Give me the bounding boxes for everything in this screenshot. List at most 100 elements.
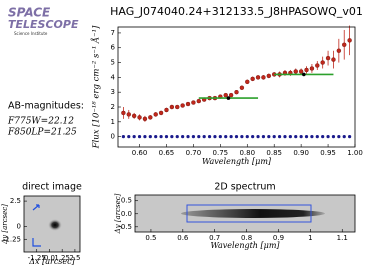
data-point xyxy=(256,135,260,139)
y-tick-label: -0.5 xyxy=(118,223,132,231)
data-point xyxy=(213,135,217,139)
data-point xyxy=(191,135,196,139)
data-point xyxy=(132,135,136,139)
data-point xyxy=(294,135,298,139)
y-tick-label: 6 xyxy=(111,44,116,52)
data-point xyxy=(299,135,303,139)
data-point xyxy=(336,48,342,53)
data-point xyxy=(196,98,201,104)
data-point xyxy=(121,110,126,116)
x-tick-label: 2.5 xyxy=(69,254,80,262)
photometry-title: AB-magnitudes: xyxy=(8,101,84,112)
data-point xyxy=(240,135,244,139)
data-point xyxy=(202,135,206,139)
x-tick-label: 0.0 xyxy=(44,254,55,262)
data-point xyxy=(148,135,152,139)
data-point xyxy=(342,42,347,47)
data-point xyxy=(310,135,314,139)
data-point xyxy=(283,135,287,139)
photometry-entry: F775W=22.12 xyxy=(7,117,74,127)
y-tick-label: 2 xyxy=(111,103,115,111)
data-point xyxy=(229,135,233,139)
data-point xyxy=(239,85,245,90)
y-tick-label: 1 xyxy=(111,118,115,126)
x-tick-label: 0.85 xyxy=(266,149,282,157)
data-point xyxy=(331,57,336,62)
data-point xyxy=(272,135,276,139)
data-point xyxy=(245,135,249,139)
data-point xyxy=(348,135,352,139)
y-tick-label: 0.0 xyxy=(121,210,132,218)
data-point xyxy=(207,135,212,139)
data-point xyxy=(137,115,142,120)
data-point xyxy=(175,104,180,110)
y-axis-label: Flux [10⁻¹⁸ erg cm⁻² s⁻¹ Å⁻¹] xyxy=(90,25,102,149)
x-tick-label: 0.75 xyxy=(213,149,229,157)
data-point xyxy=(169,104,175,110)
y-axis-label: Δy [arcsec] xyxy=(1,204,9,245)
y-tick-label: 2.5 xyxy=(10,197,21,205)
data-point xyxy=(143,135,147,139)
data-point xyxy=(181,135,185,139)
source-image xyxy=(48,219,62,231)
logo: SPACE TELESCOPE Science Institute xyxy=(8,6,79,37)
data-point xyxy=(185,101,191,107)
y-tick-label: 7 xyxy=(111,29,115,37)
y-tick-label: 0.5 xyxy=(121,197,132,205)
data-point xyxy=(159,135,163,139)
data-point xyxy=(337,135,341,139)
data-point xyxy=(234,135,239,139)
data-point xyxy=(277,135,282,139)
x-tick-label: 0.90 xyxy=(293,149,309,157)
extraction-box xyxy=(186,204,312,223)
data-point xyxy=(121,135,125,139)
data-point xyxy=(304,135,309,139)
data-point xyxy=(309,66,315,71)
x-tick-label: 1.25 xyxy=(54,254,70,262)
x-tick-label: 1.00 xyxy=(347,149,363,157)
x-axis-label: Wavelength [μm] xyxy=(210,241,280,250)
chart-title: direct image xyxy=(22,182,82,193)
x-tick-label: 0.5 xyxy=(145,234,156,242)
chart-title: HAG_J074040.24+312133.5_J8HPASOWQ_v01 xyxy=(110,5,363,18)
data-point xyxy=(347,38,352,43)
data-point xyxy=(137,135,142,139)
data-point xyxy=(127,135,131,139)
y-tick-label: 4 xyxy=(111,73,116,81)
data-point xyxy=(326,135,330,139)
data-point xyxy=(298,69,304,74)
data-point xyxy=(197,135,201,139)
data-point xyxy=(315,135,319,139)
photometry-point xyxy=(226,96,231,100)
data-point xyxy=(218,135,222,139)
data-point xyxy=(250,76,255,82)
y-tick-label: 3 xyxy=(111,88,115,96)
data-point xyxy=(288,135,292,139)
data-point xyxy=(164,135,169,139)
data-point xyxy=(148,115,153,120)
plot-frame xyxy=(117,26,356,148)
x-tick-label: 0.70 xyxy=(186,149,202,157)
logo-line: TELESCOPE xyxy=(8,18,79,31)
y-tick-label: 0 xyxy=(17,223,21,231)
x-tick-label: 0.7 xyxy=(209,234,220,242)
x-axis-label: Δx [arcsec] xyxy=(28,257,75,266)
data-point xyxy=(255,75,261,80)
data-point xyxy=(261,135,266,139)
y-tick-label: -1.25 xyxy=(3,235,21,243)
data-point xyxy=(321,135,325,139)
data-point xyxy=(261,75,266,80)
data-point xyxy=(170,135,174,139)
x-tick-label: 1 xyxy=(308,234,312,242)
x-tick-label: 0.9 xyxy=(273,234,284,242)
spectrum-trace xyxy=(181,209,325,218)
data-point xyxy=(234,89,239,95)
x-tick-label: 0.65 xyxy=(159,149,175,157)
photometry-entry: F850LP=21.25 xyxy=(7,128,77,138)
x-tick-label: 0.6 xyxy=(177,234,189,242)
data-point xyxy=(126,112,131,117)
data-point xyxy=(223,92,228,98)
x-tick-label: 0.80 xyxy=(239,149,255,157)
data-point xyxy=(320,60,325,65)
